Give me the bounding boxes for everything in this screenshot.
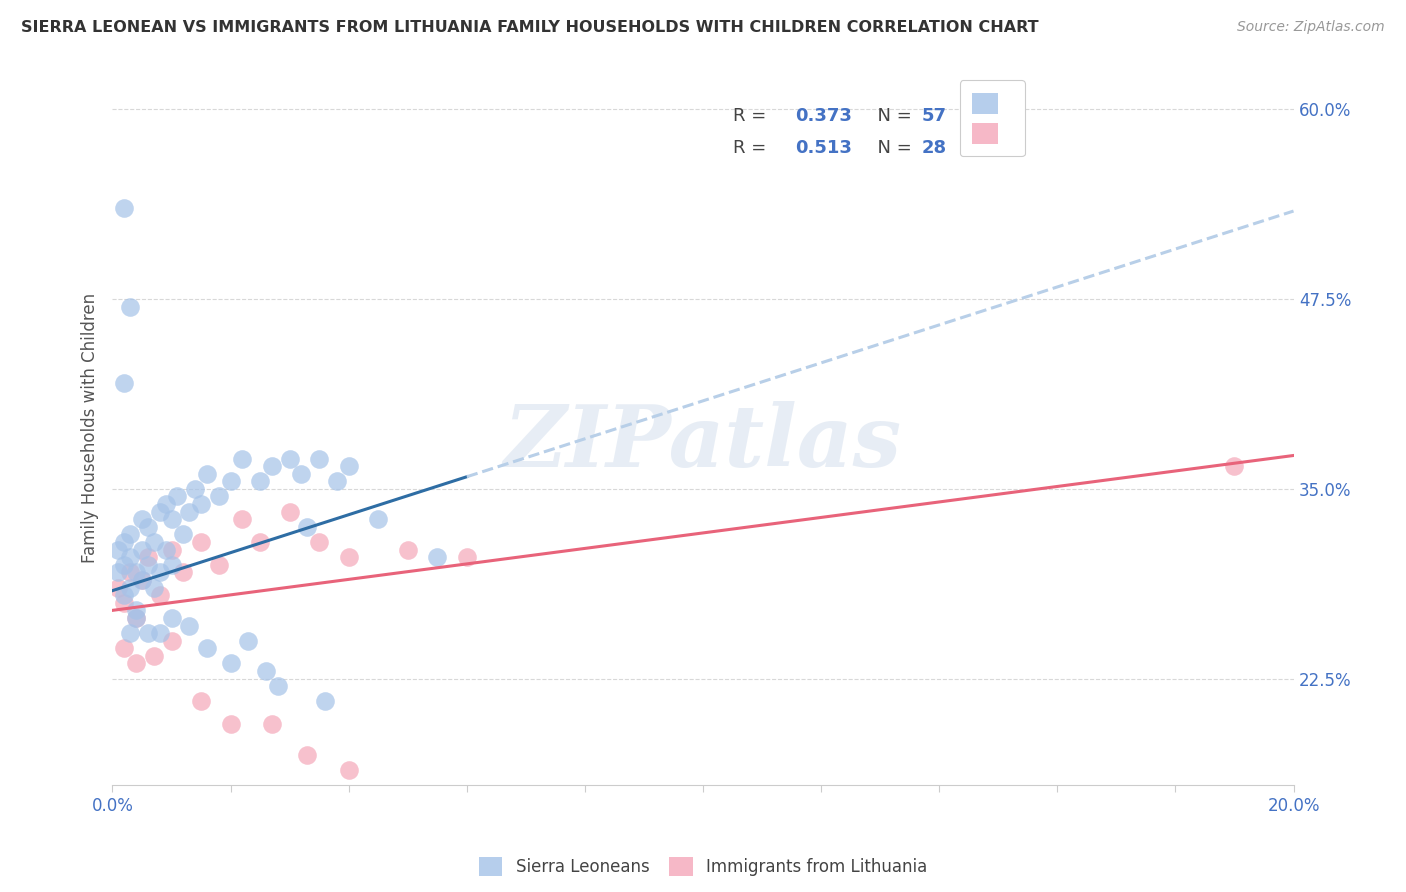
Text: Source: ZipAtlas.com: Source: ZipAtlas.com [1237,20,1385,34]
Point [155,542,177,557]
Point [107,581,129,595]
Point [260,717,283,731]
Text: 28: 28 [921,139,946,157]
Point [337,459,360,474]
Point [278,505,301,519]
Text: SIERRA LEONEAN VS IMMIGRANTS FROM LITHUANIA FAMILY HOUSEHOLDS WITH CHILDREN CORR: SIERRA LEONEAN VS IMMIGRANTS FROM LITHUA… [21,20,1039,35]
Text: 57: 57 [921,107,946,125]
Text: R =: R = [733,107,772,125]
Point [219,475,242,489]
Point [131,573,153,587]
Point [184,482,207,496]
Point [426,550,449,565]
Point [160,542,183,557]
Point [160,633,183,648]
Point [254,664,277,678]
Point [112,201,135,215]
Point [120,581,142,595]
Point [136,626,159,640]
Text: R =: R = [733,139,772,157]
Point [112,535,135,549]
Point [195,641,218,656]
Point [297,520,319,534]
Point [326,475,349,489]
Point [297,747,319,762]
Point [142,648,165,663]
Point [125,611,148,625]
Point [190,497,212,511]
Y-axis label: Family Households with Children: Family Households with Children [82,293,100,563]
Point [456,550,478,565]
Point [120,300,142,314]
Point [142,535,165,549]
Point [195,467,218,481]
Point [125,566,148,580]
Point [179,618,201,632]
Point [219,717,242,731]
Text: ZIPatlas: ZIPatlas [503,401,903,484]
Text: 0.373: 0.373 [796,107,852,125]
Point [308,451,330,466]
Point [160,512,183,526]
Point [238,633,260,648]
Point [208,558,231,572]
Point [136,550,159,565]
Point [337,763,360,777]
Point [172,527,194,541]
Point [112,376,135,390]
Text: N =: N = [866,139,918,157]
Point [112,641,135,656]
Point [367,512,389,526]
Point [107,542,129,557]
Point [1223,459,1246,474]
Point [231,451,253,466]
Point [249,475,271,489]
Point [278,451,301,466]
Point [120,566,142,580]
Point [249,535,271,549]
Point [131,542,153,557]
Point [131,573,153,587]
Point [149,588,172,602]
Legend: Sierra Leoneans, Immigrants from Lithuania: Sierra Leoneans, Immigrants from Lithuan… [472,850,934,883]
Point [136,558,159,572]
Point [120,626,142,640]
Point [208,490,231,504]
Point [219,657,242,671]
Text: 0.513: 0.513 [796,139,852,157]
Point [308,535,330,549]
Point [125,603,148,617]
Point [396,542,419,557]
Point [149,626,172,640]
Point [267,679,290,693]
Point [125,657,148,671]
Point [190,535,212,549]
Point [160,611,183,625]
Point [172,566,194,580]
Point [290,467,312,481]
Point [125,611,148,625]
Point [120,550,142,565]
Point [112,558,135,572]
Point [131,512,153,526]
Point [155,497,177,511]
Point [112,588,135,602]
Point [107,566,129,580]
Point [136,520,159,534]
Point [160,558,183,572]
Point [149,566,172,580]
Point [231,512,253,526]
Point [190,694,212,708]
Point [166,490,188,504]
Text: N =: N = [866,107,918,125]
Point [112,596,135,610]
Point [142,581,165,595]
Point [149,505,172,519]
Point [260,459,283,474]
Point [337,550,360,565]
Point [314,694,336,708]
Point [120,527,142,541]
Point [179,505,201,519]
